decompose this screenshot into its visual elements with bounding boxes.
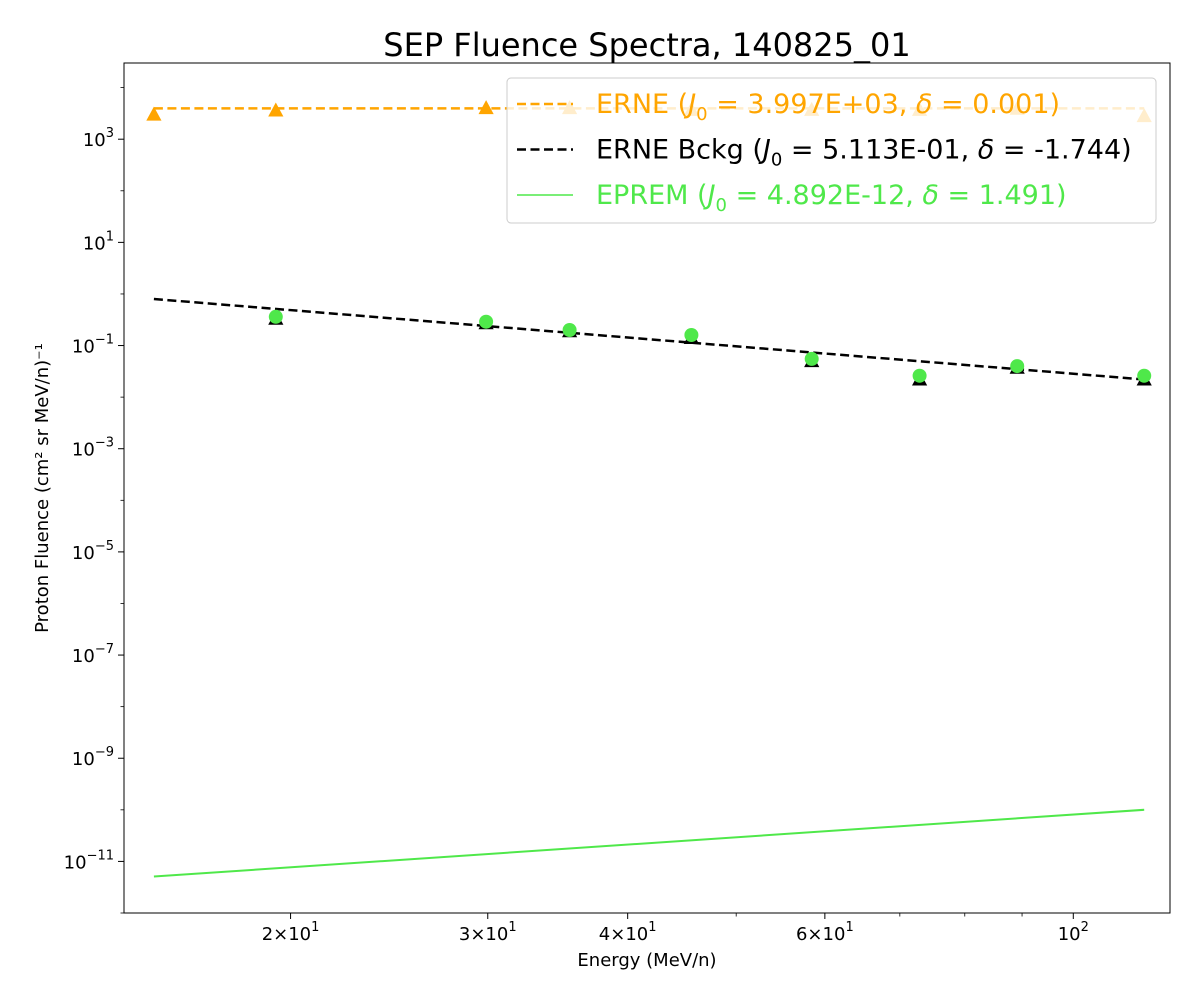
- y-tick-label: 10−1: [72, 333, 114, 358]
- eprem-point: [1010, 359, 1025, 374]
- x-tick-label: 102: [1058, 920, 1089, 945]
- x-tick-label: 6×101: [796, 920, 854, 945]
- x-tick-label: 2×101: [262, 920, 320, 945]
- eprem-point: [479, 314, 494, 329]
- legend-label-erne: ERNE (J0 = 3.997E+03, δ = 0.001): [596, 89, 1060, 125]
- y-tick-label: 10−3: [72, 436, 114, 461]
- x-tick-label: 3×101: [459, 920, 517, 945]
- eprem-point: [562, 323, 577, 337]
- axes-frame: [123, 62, 1171, 914]
- erne-point: [268, 102, 284, 117]
- eprem-point: [268, 309, 283, 324]
- axes: 103 101 10−1 10−3 10−5 10−7 10−9 10−11 2×101 3×10…: [32, 62, 1171, 971]
- y-tick-label: 10−5: [72, 539, 114, 564]
- x-axis-label: Energy (MeV/n): [577, 950, 716, 971]
- legend-entry-erne-bckg: ERNE Bckg (J0 = 5.113E-01, δ = -1.744): [517, 135, 1132, 171]
- y-tick-label: 101: [83, 229, 114, 254]
- x-tick-label: 4×101: [599, 920, 657, 945]
- eprem-series: [268, 309, 1152, 383]
- y-tick-label: 10−11: [64, 848, 114, 873]
- y-axis-label: Proton Fluence (cm² sr MeV/n)⁻¹: [32, 343, 53, 633]
- y-tick-label: 10−9: [72, 745, 114, 770]
- eprem-point: [1137, 368, 1152, 383]
- y-tick-label: 103: [83, 126, 114, 151]
- erne-point: [478, 100, 494, 115]
- legend-entry-erne: ERNE (J0 = 3.997E+03, δ = 0.001): [517, 89, 1060, 125]
- legend-label-eprem: EPREM (J0 = 4.892E-12, δ = 1.491): [596, 180, 1067, 216]
- eprem-fit-line: [153, 808, 1145, 878]
- legend-box: [506, 77, 1157, 224]
- eprem-point: [912, 368, 927, 383]
- erne-bckg-fit-line: [153, 297, 1145, 381]
- legend-entry-eprem: EPREM (J0 = 4.892E-12, δ = 1.491): [517, 180, 1067, 216]
- eprem-point: [684, 328, 699, 342]
- legend-label-erne-bckg: ERNE Bckg (J0 = 5.113E-01, δ = -1.744): [596, 135, 1132, 171]
- eprem-point: [804, 351, 819, 366]
- erne-point: [146, 106, 162, 121]
- chart-title: SEP Fluence Spectra, 140825_01: [383, 26, 910, 64]
- legend: ERNE (J0 = 3.997E+03, δ = 0.001) ERNE Bck…: [506, 77, 1157, 224]
- y-tick-label: 10−7: [72, 642, 114, 667]
